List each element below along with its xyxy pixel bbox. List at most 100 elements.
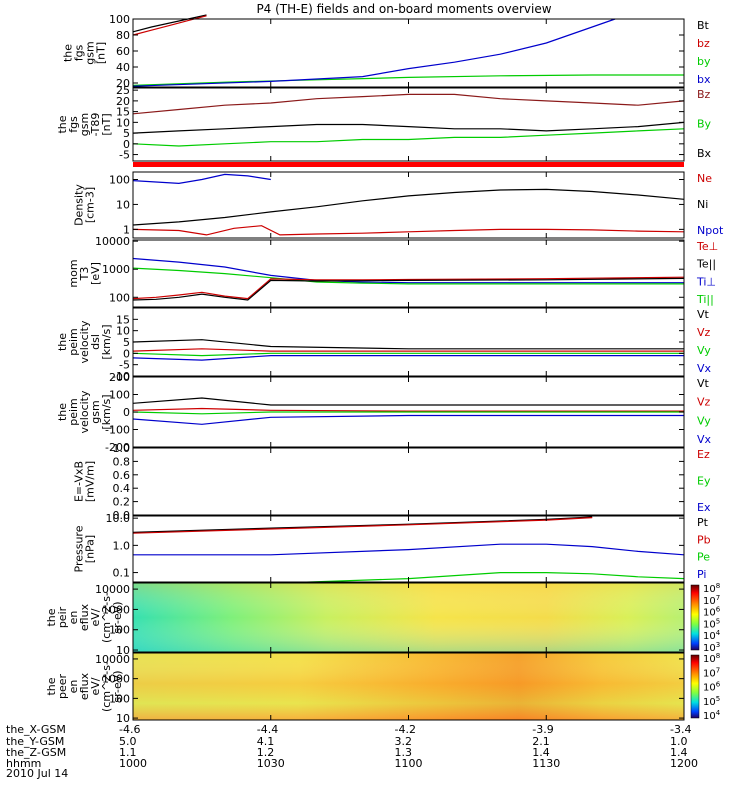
orbit-row-value: 1.4 (670, 746, 688, 759)
y-axis-label-line: eV/ (89, 608, 102, 626)
legend-entry: Bt (697, 19, 710, 32)
y-tick-label: 5 (123, 336, 130, 349)
orbit-row-value: 1.4 (532, 746, 550, 759)
series-line-Ti|| (132, 267, 684, 285)
series-line-Bz (132, 93, 685, 115)
series-line-by (132, 74, 684, 86)
y-tick-label: 80 (116, 29, 130, 42)
legend-entry: Vz (697, 396, 711, 409)
y-axis-label-line: [mV/m] (84, 461, 97, 502)
y-axis-label: Pressure[nPa] (73, 525, 97, 572)
series-line-Vt (132, 397, 684, 406)
panel-frame (132, 87, 685, 162)
y-axis-label-line: mom (67, 259, 80, 287)
colorbar-tick-exponent: 5 (716, 695, 720, 703)
colorbar-tick-exponent: 3 (716, 641, 720, 649)
y-axis-label-line: the (56, 333, 69, 351)
panel-9: 10810710610510410310000100010010thepeire… (45, 582, 721, 657)
y-tick-label: 200 (109, 371, 130, 384)
legend-entry: Pe (697, 551, 710, 564)
y-axis-label-line: velocity (78, 390, 91, 433)
orbit-row-value: 2.1 (532, 735, 550, 748)
series-line-Bt (132, 14, 207, 33)
colorbar-tick-exponent: 8 (716, 582, 720, 590)
y-tick-label: 100 (109, 174, 130, 187)
colorbar-bar (690, 584, 700, 651)
y-axis-label-line: [km/s] (100, 324, 113, 359)
y-axis-label-line: dsl (89, 334, 102, 350)
series-line-bx (132, 18, 616, 87)
orbit-row-value: 1.3 (395, 746, 413, 759)
series-line-Npot (132, 173, 271, 185)
panel-7: 1.00.80.60.40.20.0 E=-VxB[mV/m] Ez Ey Ex (73, 442, 711, 522)
panels: 10080604020thefgsgsm[nT]Btbzbybx25201510… (45, 13, 724, 725)
panel-8: 10.0 1.0 0.1 Pressure[nPa] Pt Pb Pe Pi (73, 512, 711, 585)
legend-entry: Ez (697, 448, 710, 461)
legend-entry: bz (697, 37, 710, 50)
legend-entry: Pt (697, 516, 709, 529)
y-tick-label: 1000 (102, 263, 130, 276)
y-axis-label-line: [nPa] (84, 535, 97, 563)
y-axis-label-line: fgs (67, 116, 80, 133)
orbit-row-value: 1030 (257, 757, 285, 770)
y-axis-label-line: eflux (78, 603, 91, 631)
spectrogram-shading (133, 583, 684, 652)
orbit-row-value: 1200 (670, 757, 698, 770)
y-axis-label-line: en (67, 680, 80, 694)
legend-entry: Pb (697, 533, 711, 546)
y-axis-label: thepeerenefluxeV/(cm^2-s-sr-eV) (45, 661, 124, 712)
y-tick-label: 60 (116, 45, 130, 58)
y-tick-label: 10000 (95, 235, 130, 248)
y-tick-label: 1 (123, 223, 130, 236)
y-tick-label: 100 (109, 389, 130, 402)
series-line-Te⊥ (132, 276, 685, 300)
series-line-Pt (132, 516, 593, 533)
y-axis-label: thefgsgsm-T89[nT] (56, 113, 113, 137)
y-axis-label: thepeimvelocitydsl[km/s] (56, 320, 113, 363)
panel-frame (132, 171, 685, 239)
y-tick-label: -5 (119, 149, 130, 162)
y-tick-label: 25 (116, 84, 130, 97)
series-line-By (132, 128, 685, 147)
legend-entry: Ti⊥ (696, 275, 716, 288)
colorbar-tick-label: 106 (703, 681, 721, 694)
y-axis-label-line: gsm (78, 113, 91, 136)
y-axis-label-line: [nT] (95, 42, 108, 64)
y-tick-label: 10000 (95, 653, 130, 666)
y-axis-label: E=-VxB[mV/m] (73, 461, 97, 502)
legend-entry: Bx (697, 147, 712, 160)
series-line-Vy (132, 411, 684, 415)
y-tick-label: 1.0 (113, 539, 131, 552)
y-axis-label-line: eflux (78, 672, 91, 700)
y-tick-label: 0.1 (113, 567, 131, 580)
y-axis-label-line: T3 (78, 267, 91, 282)
colorbar-tick-exponent: 5 (716, 617, 720, 625)
y-tick-label: 0 (123, 406, 130, 419)
orbit-row-value: 3.2 (395, 735, 413, 748)
orbit-row-label: hhmm (6, 757, 41, 770)
y-tick-label: -10 (112, 370, 130, 383)
y-axis-label-line: fgs (73, 44, 86, 61)
orbit-row-value: 1130 (532, 757, 560, 770)
y-axis-label-line: the (45, 608, 58, 626)
y-axis-label-line: [km/s] (100, 394, 113, 429)
y-tick-label: 15 (116, 313, 130, 326)
y-axis-label-line: [eV] (89, 262, 102, 285)
colorbar-tick-exponent: 7 (716, 594, 720, 602)
series-line-Ne (132, 225, 685, 236)
y-axis-label-line: [nT] (100, 113, 113, 135)
y-tick-label: -5 (119, 359, 130, 372)
orbit-row-label: the_X-GSM (6, 723, 66, 736)
panel-1: 100 80 60 40 20 thefgsgsm[nT] Bt bz by bx (62, 13, 711, 90)
series-line-Bx (132, 121, 685, 134)
series-line-Pi (133, 543, 685, 556)
panel-4: 10000 1000 100 momT3[eV] Te⊥ Te|| Ti⊥ Ti|| (67, 235, 718, 308)
panel-10: 10810710610510410000100010010thepeerenef… (45, 652, 721, 725)
y-tick-label: 0.6 (113, 469, 131, 482)
colorbar-tick-exponent: 7 (716, 666, 720, 674)
y-tick-label: 10 (116, 644, 130, 657)
